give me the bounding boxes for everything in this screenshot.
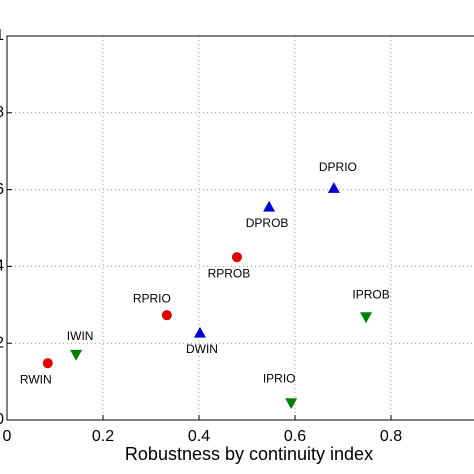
plot-frame xyxy=(6,35,474,421)
point-label: IPRIO xyxy=(263,371,296,385)
y-tick-label: 0.2 xyxy=(0,334,4,351)
point-label: DWIN xyxy=(186,342,218,356)
x-tick-label: 0.8 xyxy=(380,428,402,445)
point xyxy=(360,312,373,324)
point-label: DPRIO xyxy=(319,160,357,174)
point xyxy=(231,252,242,263)
point xyxy=(285,398,298,410)
point-label: IWIN xyxy=(67,329,94,343)
x-tick-label: 0.2 xyxy=(92,428,114,445)
y-tick-label: 0.4 xyxy=(0,258,4,275)
y-tick-label: 0 xyxy=(0,411,4,428)
y-tick-label: 0.8 xyxy=(0,104,4,121)
x-tick-label: 0.6 xyxy=(284,428,306,445)
point-label: IPROB xyxy=(352,287,389,301)
point xyxy=(70,349,83,361)
x-tick-label: 0 xyxy=(3,428,12,445)
point xyxy=(193,326,206,338)
point xyxy=(42,358,53,369)
y-tick-label: 1 xyxy=(0,27,4,44)
point xyxy=(161,310,172,321)
y-tick-label: 0.6 xyxy=(0,181,4,198)
x-axis-label: Robustness by continuity index xyxy=(125,444,373,464)
point-label: DPROB xyxy=(246,216,289,230)
point-label: RWIN xyxy=(20,372,52,386)
point-label: RPROB xyxy=(208,266,251,280)
x-tick-label: 0.4 xyxy=(188,428,210,445)
point xyxy=(327,182,340,193)
point xyxy=(263,200,276,212)
point-label: RPRIO xyxy=(133,291,171,305)
